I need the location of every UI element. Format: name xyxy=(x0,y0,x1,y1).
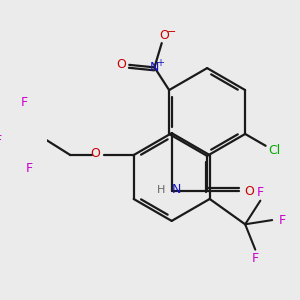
Text: N: N xyxy=(172,183,181,196)
Text: O: O xyxy=(159,28,169,41)
Text: F: F xyxy=(279,214,286,226)
Text: O: O xyxy=(244,185,254,198)
Text: −: − xyxy=(167,27,176,37)
Text: F: F xyxy=(20,96,28,109)
Text: H: H xyxy=(157,185,165,195)
Text: Cl: Cl xyxy=(268,144,280,157)
Text: F: F xyxy=(257,186,264,199)
Text: F: F xyxy=(26,162,32,175)
Text: +: + xyxy=(156,58,164,68)
Text: N: N xyxy=(150,61,159,74)
Text: O: O xyxy=(91,147,100,160)
Text: F: F xyxy=(252,252,259,265)
Text: F: F xyxy=(0,134,2,147)
Text: O: O xyxy=(116,58,126,70)
